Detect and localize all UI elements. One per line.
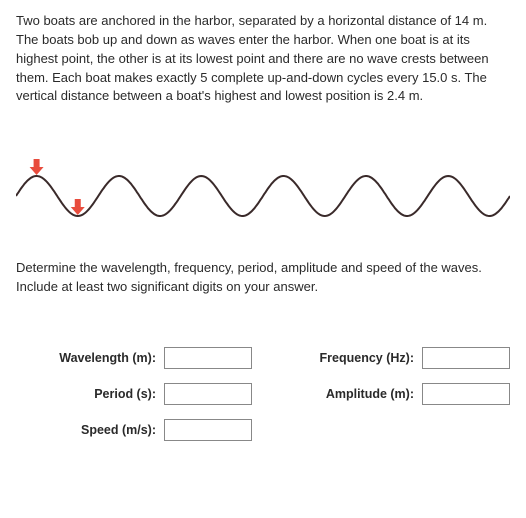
wave-diagram (16, 156, 510, 236)
period-label: Period (s): (36, 387, 156, 401)
form-row-1: Wavelength (m): Frequency (Hz): (36, 347, 510, 369)
form-row-3: Speed (m/s): (36, 419, 510, 441)
problem-text: Two boats are anchored in the harbor, se… (16, 12, 510, 106)
frequency-input[interactable] (422, 347, 510, 369)
speed-input[interactable] (164, 419, 252, 441)
form-row-2: Period (s): Amplitude (m): (36, 383, 510, 405)
instruction-text: Determine the wavelength, frequency, per… (16, 259, 510, 297)
amplitude-label: Amplitude (m): (304, 387, 414, 401)
wavelength-label: Wavelength (m): (36, 351, 156, 365)
frequency-label: Frequency (Hz): (304, 351, 414, 365)
answer-form: Wavelength (m): Frequency (Hz): Period (… (16, 347, 510, 441)
period-input[interactable] (164, 383, 252, 405)
speed-label: Speed (m/s): (36, 423, 156, 437)
amplitude-input[interactable] (422, 383, 510, 405)
boat-trough-icon (71, 199, 85, 215)
wavelength-input[interactable] (164, 347, 252, 369)
boat-crest-icon (30, 159, 44, 175)
